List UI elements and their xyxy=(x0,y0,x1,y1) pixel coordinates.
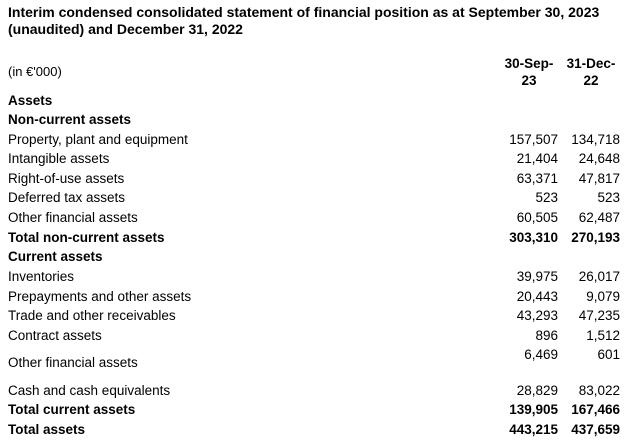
row-value: 39,975 xyxy=(516,269,558,284)
row-label: Assets xyxy=(8,93,53,108)
row-label: Trade and other receivables xyxy=(8,308,176,323)
row-label: Contract assets xyxy=(8,328,102,343)
row-value: 601 xyxy=(597,347,620,362)
row-value: 6,469 xyxy=(524,347,558,362)
row-label: Total assets xyxy=(8,422,86,437)
row-value: 20,443 xyxy=(516,289,558,304)
row-value: 896 xyxy=(535,328,558,343)
row-value: 270,193 xyxy=(571,230,620,245)
column-header: 30-Sep-23 xyxy=(504,56,554,88)
row-value: 28,829 xyxy=(516,383,558,398)
row-value: 62,487 xyxy=(578,210,620,225)
row-value: 21,404 xyxy=(516,151,558,166)
row-value: 157,507 xyxy=(509,132,558,147)
row-value: 523 xyxy=(597,190,620,205)
row-label: Intangible assets xyxy=(8,151,110,166)
row-label: Total non-current assets xyxy=(8,230,165,245)
row-label: Non-current assets xyxy=(8,112,132,127)
row-value: 139,905 xyxy=(509,402,558,417)
row-value: 303,310 xyxy=(509,230,558,245)
unit-label: (in €'000) xyxy=(8,64,62,79)
statement-title: Interim condensed consolidated statement… xyxy=(8,4,600,37)
row-value: 437,659 xyxy=(571,422,620,437)
row-label: Right-of-use assets xyxy=(8,171,125,186)
row-label: Cash and cash equivalents xyxy=(8,383,171,398)
row-label: Property, plant and equipment xyxy=(8,132,188,147)
row-value: 47,817 xyxy=(578,171,620,186)
row-value: 26,017 xyxy=(578,269,620,284)
row-label: Total current assets xyxy=(8,402,136,417)
row-value: 167,466 xyxy=(571,402,620,417)
row-value: 523 xyxy=(535,190,558,205)
row-value: 134,718 xyxy=(571,132,620,147)
row-label: Current assets xyxy=(8,249,103,264)
row-label: Other financial assets xyxy=(8,355,138,370)
row-value: 63,371 xyxy=(516,171,558,186)
column-header: 31-Dec-22 xyxy=(566,56,616,88)
row-value: 43,293 xyxy=(516,308,558,323)
row-label: Inventories xyxy=(8,269,75,284)
row-value: 83,022 xyxy=(578,383,620,398)
row-value: 9,079 xyxy=(586,289,620,304)
row-label: Deferred tax assets xyxy=(8,190,126,205)
row-label: Prepayments and other assets xyxy=(8,289,192,304)
row-value: 60,505 xyxy=(516,210,558,225)
row-value: 443,215 xyxy=(509,422,558,437)
row-value: 1,512 xyxy=(586,328,620,343)
row-label: Other financial assets xyxy=(8,210,138,225)
row-value: 47,235 xyxy=(578,308,620,323)
row-value: 24,648 xyxy=(578,151,620,166)
